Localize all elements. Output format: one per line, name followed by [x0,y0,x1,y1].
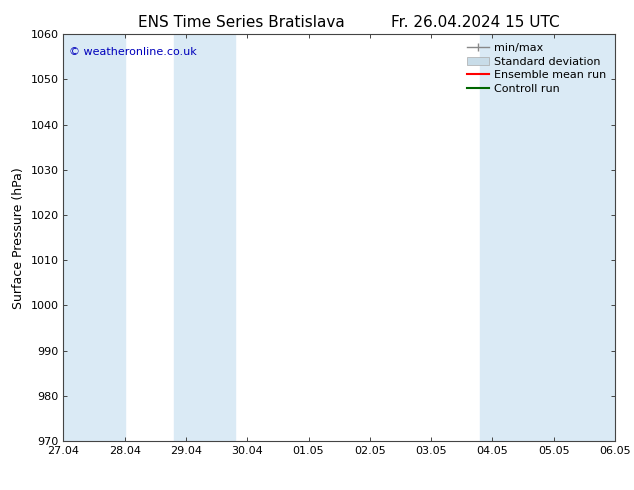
Bar [174,34,235,441]
Text: © weatheronline.co.uk: © weatheronline.co.uk [69,47,197,56]
Legend: min/max, Standard deviation, Ensemble mean run, Controll run: min/max, Standard deviation, Ensemble me… [464,40,609,97]
Bar [33,34,125,441]
Text: ENS Time Series Bratislava: ENS Time Series Bratislava [138,15,344,30]
Y-axis label: Surface Pressure (hPa): Surface Pressure (hPa) [12,167,25,309]
Bar [480,34,615,441]
Text: Fr. 26.04.2024 15 UTC: Fr. 26.04.2024 15 UTC [391,15,560,30]
